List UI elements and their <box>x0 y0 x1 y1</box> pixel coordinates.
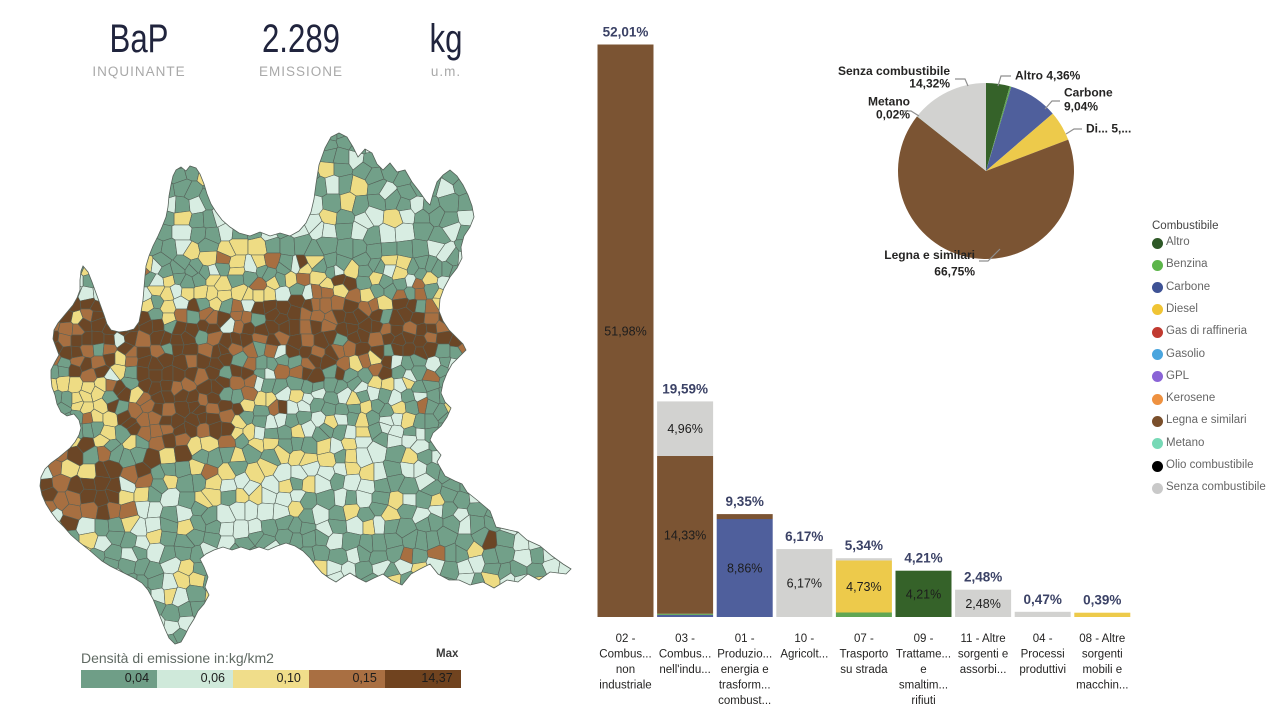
svg-text:industriale: industriale <box>599 680 651 692</box>
svg-text:sorgenti e: sorgenti e <box>958 649 1009 661</box>
svg-text:Trattame...: Trattame... <box>896 649 951 661</box>
svg-text:sorgenti: sorgenti <box>1082 649 1123 661</box>
svg-text:macchin...: macchin... <box>1076 680 1128 692</box>
svg-text:trasform...: trasform... <box>719 680 771 692</box>
svg-text:08 - Altre: 08 - Altre <box>1079 633 1125 645</box>
svg-text:4,96%: 4,96% <box>667 422 702 436</box>
svg-text:assorbi...: assorbi... <box>960 664 1007 676</box>
svg-text:11 - Altre: 11 - Altre <box>961 633 1006 645</box>
svg-text:0,47%: 0,47% <box>1024 592 1062 607</box>
svg-text:Metano: Metano <box>868 95 910 109</box>
svg-text:52,01%: 52,01% <box>603 25 649 40</box>
svg-text:19,59%: 19,59% <box>662 381 708 396</box>
svg-text:e: e <box>920 664 926 676</box>
svg-text:01 -: 01 - <box>735 633 755 645</box>
svg-text:Agricolt...: Agricolt... <box>780 649 828 661</box>
svg-text:su strada: su strada <box>840 664 888 676</box>
svg-text:smaltim...: smaltim... <box>899 680 948 692</box>
svg-text:4,21%: 4,21% <box>904 551 942 566</box>
svg-text:0,39%: 0,39% <box>1083 593 1121 608</box>
svg-text:14,32%: 14,32% <box>909 77 950 91</box>
svg-text:66,75%: 66,75% <box>934 265 975 279</box>
svg-text:2,48%: 2,48% <box>965 597 1000 611</box>
svg-text:Combus...: Combus... <box>659 649 711 661</box>
svg-text:rifiuti: rifiuti <box>911 695 935 707</box>
svg-text:Di... 5,...: Di... 5,... <box>1086 122 1131 136</box>
svg-text:energia e: energia e <box>721 664 769 676</box>
svg-text:Produzio...: Produzio... <box>717 649 772 661</box>
svg-text:mobili e: mobili e <box>1082 664 1122 676</box>
svg-text:Trasporto: Trasporto <box>840 649 889 661</box>
svg-text:03 -: 03 - <box>675 633 695 645</box>
svg-text:10 -: 10 - <box>794 633 814 645</box>
svg-text:4,21%: 4,21% <box>906 587 941 601</box>
svg-text:8,86%: 8,86% <box>727 562 762 576</box>
svg-text:Senza combustibile: Senza combustibile <box>838 64 950 78</box>
svg-text:0,02%: 0,02% <box>876 108 910 122</box>
svg-text:6,17%: 6,17% <box>785 529 823 544</box>
svg-text:Combus...: Combus... <box>599 649 651 661</box>
svg-text:produttivi: produttivi <box>1019 664 1066 676</box>
svg-text:51,98%: 51,98% <box>604 324 646 338</box>
svg-text:Carbone: Carbone <box>1064 86 1113 100</box>
svg-text:Altro 4,36%: Altro 4,36% <box>1015 69 1081 83</box>
svg-text:combust...: combust... <box>718 695 771 707</box>
svg-text:02 -: 02 - <box>616 633 636 645</box>
svg-text:non: non <box>616 664 635 676</box>
svg-text:14,33%: 14,33% <box>664 528 706 542</box>
svg-text:5,34%: 5,34% <box>845 538 883 553</box>
svg-text:9,35%: 9,35% <box>726 494 764 509</box>
svg-text:9,04%: 9,04% <box>1064 100 1098 114</box>
svg-text:nell'indu...: nell'indu... <box>659 664 710 676</box>
svg-text:07 -: 07 - <box>854 633 874 645</box>
svg-text:6,17%: 6,17% <box>787 577 822 591</box>
svg-text:Processi: Processi <box>1021 649 1065 661</box>
svg-text:2,48%: 2,48% <box>964 570 1002 585</box>
svg-text:Legna e similari: Legna e similari <box>884 248 975 262</box>
svg-text:04 -: 04 - <box>1033 633 1053 645</box>
svg-text:09 -: 09 - <box>914 633 934 645</box>
svg-text:4,73%: 4,73% <box>846 580 881 594</box>
